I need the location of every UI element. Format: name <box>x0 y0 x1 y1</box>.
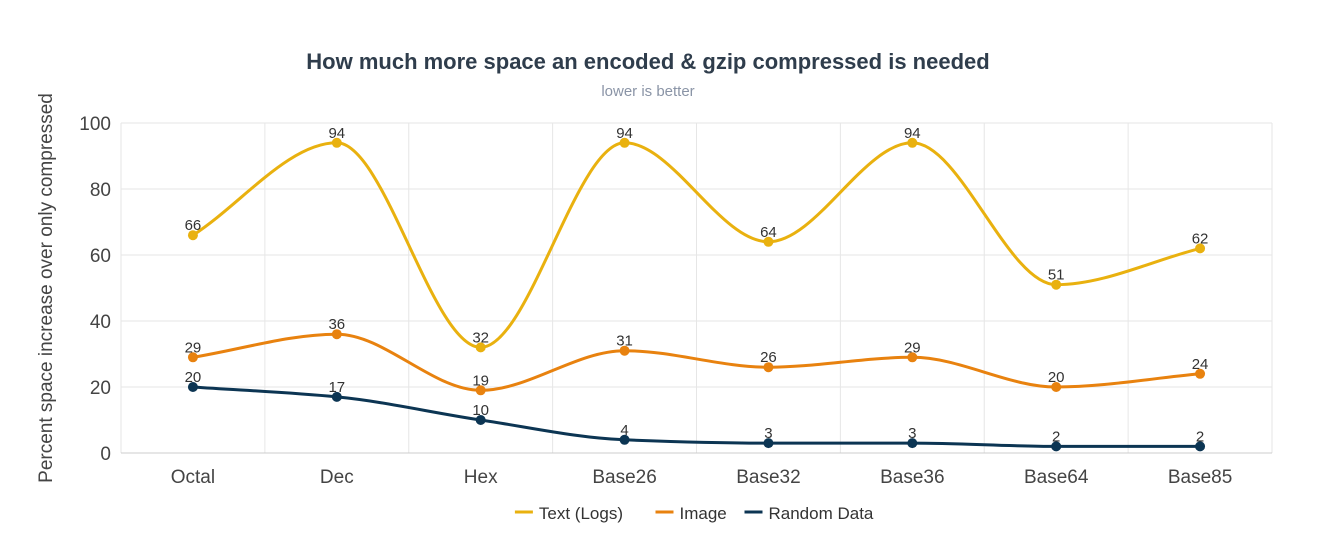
data-point-image[interactable] <box>1051 382 1062 392</box>
data-point-text-logs[interactable] <box>331 137 342 148</box>
data-label-random-data: 20 <box>185 369 202 386</box>
grid-lines <box>120 122 1273 453</box>
data-point-image[interactable] <box>1195 368 1206 379</box>
data-point-random-data[interactable] <box>331 391 342 402</box>
data-point-image[interactable] <box>763 362 774 373</box>
legend-item-image[interactable]: Image <box>655 504 727 523</box>
data-label-image: 36 <box>328 316 345 333</box>
data-label-text-logs: 94 <box>328 125 345 142</box>
data-point-random-data[interactable] <box>619 434 630 445</box>
y-axis-label: Percent space increase over only compres… <box>36 93 57 483</box>
data-label-random-data: 17 <box>328 379 345 396</box>
data-label-text-logs: 94 <box>904 125 921 142</box>
chart-subtitle: lower is better <box>601 83 694 100</box>
data-label-image: 24 <box>1192 356 1209 373</box>
series-line-image <box>192 332 1201 392</box>
data-point-image[interactable] <box>331 329 342 340</box>
data-point-random-data[interactable] <box>187 382 198 392</box>
y-tick-label: 0 <box>100 444 111 465</box>
data-label-image: 29 <box>185 339 202 356</box>
data-label-image: 20 <box>1048 369 1065 386</box>
data-label-random-data: 2 <box>1196 428 1204 445</box>
data-point-random-data[interactable] <box>475 415 486 425</box>
data-label-random-data: 10 <box>472 402 489 419</box>
y-tick-label: 60 <box>90 246 111 267</box>
data-point-text-logs[interactable] <box>619 137 630 148</box>
data-point-text-logs[interactable] <box>907 137 918 148</box>
legend-label-random-data: Random Data <box>769 504 874 523</box>
data-point-text-logs[interactable] <box>187 230 198 241</box>
data-point-image[interactable] <box>475 385 486 396</box>
data-point-random-data[interactable] <box>1051 441 1062 452</box>
x-tick-label: Dec <box>320 467 354 488</box>
y-tick-label: 100 <box>79 114 111 135</box>
data-point-text-logs[interactable] <box>1195 243 1206 254</box>
x-tick-label: Octal <box>171 467 215 488</box>
data-label-random-data: 4 <box>620 422 628 439</box>
legend[interactable]: Text (Logs) Image Random Data <box>514 504 874 523</box>
legend-item-random-data[interactable]: Random Data <box>744 504 874 523</box>
y-tick-label: 80 <box>90 180 111 201</box>
data-label-random-data: 2 <box>1052 428 1060 445</box>
legend-item-text-logs[interactable]: Text (Logs) <box>514 504 623 523</box>
axes: 0 20 40 60 80 100 Octal Dec Hex Base26 Base32 Base3… <box>79 114 1272 488</box>
data-point-image[interactable] <box>907 352 918 363</box>
x-tick-label: Hex <box>464 467 498 488</box>
data-label-text-logs: 66 <box>185 217 202 234</box>
series-line-random-data <box>192 385 1201 448</box>
chart-title: How much more space an encoded & gzip co… <box>306 49 989 74</box>
series-lines <box>187 137 1206 452</box>
x-tick-label: Base64 <box>1024 467 1089 488</box>
data-label-random-data: 3 <box>764 425 772 442</box>
data-point-text-logs[interactable] <box>763 236 774 247</box>
data-point-image[interactable] <box>619 345 630 356</box>
data-label-image: 19 <box>472 372 489 389</box>
data-label-image: 29 <box>904 339 921 356</box>
y-tick-label: 40 <box>90 312 111 333</box>
data-label-text-logs: 64 <box>760 224 777 241</box>
data-point-text-logs[interactable] <box>1051 279 1062 290</box>
data-point-random-data[interactable] <box>763 438 774 449</box>
data-label-text-logs: 32 <box>472 329 489 346</box>
data-label-text-logs: 62 <box>1192 230 1209 247</box>
x-tick-label: Base26 <box>592 467 656 488</box>
series-line-text-logs <box>192 141 1201 349</box>
x-tick-label: Base85 <box>1168 467 1232 488</box>
x-tick-label: Base32 <box>736 467 800 488</box>
data-label-image: 31 <box>616 333 633 350</box>
data-label-text-logs: 94 <box>616 125 633 142</box>
y-tick-label: 20 <box>90 378 111 399</box>
data-label-random-data: 3 <box>908 425 916 442</box>
legend-label-image: Image <box>680 504 727 523</box>
data-point-random-data[interactable] <box>907 438 918 449</box>
data-point-text-logs[interactable] <box>475 342 486 353</box>
data-point-image[interactable] <box>187 352 198 363</box>
data-point-random-data[interactable] <box>1195 441 1206 452</box>
legend-label-text-logs: Text (Logs) <box>539 504 623 523</box>
x-tick-label: Base36 <box>880 467 944 488</box>
data-label-image: 26 <box>760 349 777 366</box>
data-label-text-logs: 51 <box>1048 267 1065 284</box>
